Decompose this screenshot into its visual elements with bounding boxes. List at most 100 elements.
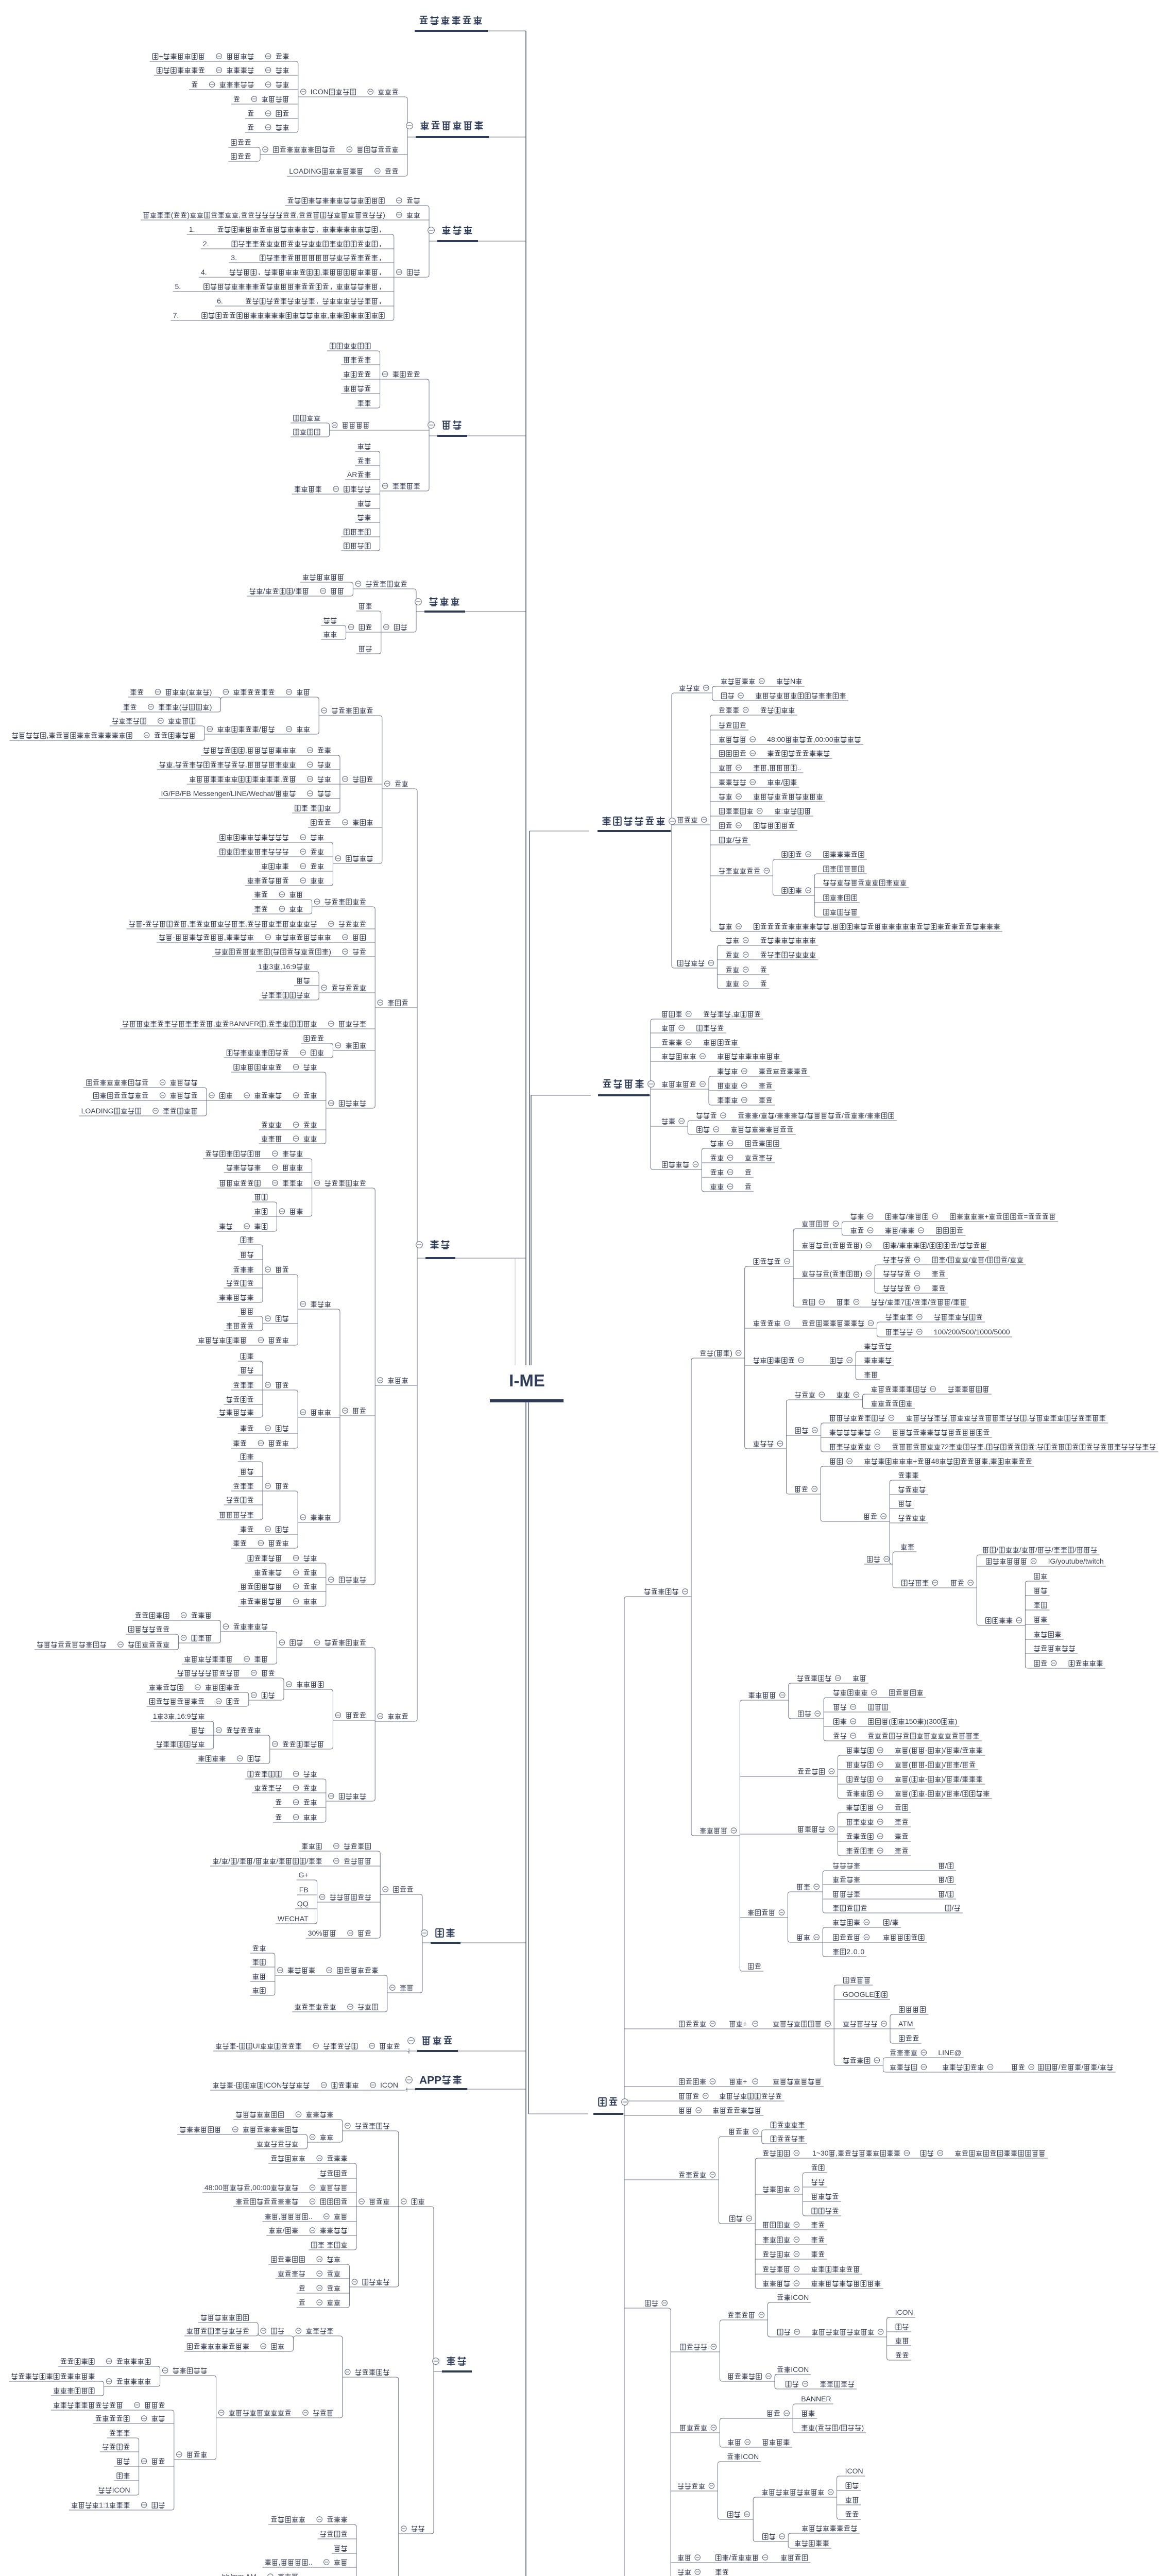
svg-text:/: /: [960, 1746, 962, 1754]
svg-text:G+: G+: [299, 1871, 309, 1879]
svg-text:IG/FB/FB Messenger/LINE/Wechat: IG/FB/FB Messenger/LINE/Wechat/: [161, 789, 276, 798]
svg-text:/: /: [237, 1857, 240, 1865]
svg-text:,: ,: [245, 760, 247, 769]
svg-text:/: /: [927, 1241, 929, 1249]
svg-text:/: /: [283, 2226, 285, 2234]
svg-text:/: /: [945, 1861, 947, 1870]
svg-text:1:1: 1:1: [99, 2501, 109, 2509]
svg-text:,: ,: [187, 920, 189, 928]
svg-text:/: /: [729, 2553, 731, 2562]
svg-text:,: ,: [279, 2212, 281, 2221]
svg-text:48:00: 48:00: [767, 735, 785, 743]
svg-text:,16:9: ,16:9: [175, 1712, 191, 1720]
svg-text:/: /: [219, 1857, 221, 1865]
svg-text:ICON: ICON: [845, 2467, 863, 2475]
svg-text:hh/mm AM: hh/mm AM: [222, 2572, 257, 2576]
svg-text:/: /: [228, 1857, 230, 1865]
svg-text:ICON: ICON: [311, 88, 329, 96]
svg-text:/: /: [805, 1111, 807, 1120]
svg-text:,: ,: [327, 311, 329, 319]
svg-text:ICON: ICON: [380, 2081, 398, 2089]
svg-text:)(300: )(300: [924, 1717, 941, 1725]
svg-text:/: /: [969, 1256, 971, 1264]
svg-text:,: ,: [988, 1457, 991, 1465]
svg-text:,: ,: [238, 211, 241, 219]
svg-text:=: =: [1023, 1212, 1028, 1221]
svg-text:/: /: [293, 587, 295, 595]
svg-text:..: ..: [309, 2212, 313, 2221]
svg-text:,: ,: [279, 2558, 281, 2566]
svg-text:): ): [187, 211, 190, 219]
svg-text:100/200/500/1000/5000: 100/200/500/1000/5000: [934, 1328, 1010, 1336]
svg-text:4.: 4.: [201, 268, 207, 276]
svg-text:/: /: [1098, 2063, 1100, 2071]
svg-text:/: /: [253, 1857, 255, 1865]
svg-text:+: +: [743, 2077, 747, 2086]
svg-text:2.: 2.: [203, 240, 209, 248]
svg-text:(: (: [270, 947, 273, 956]
svg-text:/: /: [945, 1875, 947, 1884]
svg-text:+: +: [913, 1457, 917, 1465]
svg-text:)/: )/: [942, 1760, 946, 1769]
svg-text:ICON: ICON: [791, 2365, 809, 2374]
svg-text:-: -: [173, 933, 175, 941]
svg-text:): ): [329, 947, 331, 956]
svg-text:(: (: [713, 1349, 716, 1357]
svg-text:/: /: [781, 778, 783, 786]
svg-text:(: (: [830, 1241, 832, 1249]
svg-text:/: /: [957, 1241, 959, 1249]
svg-text:1.: 1.: [189, 225, 195, 233]
svg-text:5.: 5.: [175, 282, 181, 291]
svg-text:ICON: ICON: [741, 2452, 759, 2461]
svg-text:/: /: [996, 1546, 998, 1554]
svg-text:/: /: [1035, 1546, 1037, 1554]
svg-text:LOADING: LOADING: [289, 167, 321, 175]
svg-text:,: ,: [320, 268, 322, 276]
svg-text:(: (: [909, 1760, 911, 1769]
svg-text:..: ..: [309, 2558, 313, 2566]
svg-text:FB: FB: [299, 1886, 309, 1894]
svg-text:/: /: [928, 1298, 930, 1306]
svg-text:,00:00: ,00:00: [250, 2183, 270, 2192]
svg-text:/: /: [839, 2424, 841, 2432]
svg-text:-: -: [236, 2042, 239, 2050]
svg-text:N: N: [790, 677, 795, 685]
svg-text:): ): [862, 2424, 864, 2432]
svg-text:/: /: [775, 1111, 777, 1120]
svg-text:ICON: ICON: [791, 2293, 809, 2301]
svg-text:)/: )/: [942, 1775, 946, 1783]
svg-text:(: (: [889, 1717, 891, 1725]
svg-text:ICON: ICON: [264, 2081, 282, 2089]
svg-text:/: /: [732, 836, 735, 844]
svg-text:,00:00: ,00:00: [813, 735, 833, 743]
svg-text:150: 150: [905, 1717, 917, 1725]
svg-text:(: (: [171, 211, 174, 219]
svg-text:/: /: [1008, 1256, 1010, 1264]
svg-text:,: ,: [984, 1443, 986, 1451]
svg-text:..: ..: [797, 764, 801, 772]
svg-text:): ): [210, 688, 212, 696]
svg-text:ICON: ICON: [112, 2486, 130, 2494]
svg-text:6.: 6.: [217, 297, 223, 305]
svg-text:1: 1: [258, 962, 262, 971]
svg-text:LOADING: LOADING: [81, 1107, 114, 1115]
svg-text:,: ,: [47, 731, 49, 739]
svg-text:,: ,: [280, 775, 282, 783]
svg-text:/: /: [1051, 1546, 1053, 1554]
svg-text:1~30: 1~30: [812, 2149, 829, 2157]
svg-text:72: 72: [941, 1443, 949, 1451]
svg-text:,: ,: [835, 2149, 838, 2157]
svg-text:-: -: [143, 920, 145, 928]
svg-text:/: /: [897, 1241, 899, 1249]
svg-text:,: ,: [948, 1414, 950, 1422]
svg-text:(: (: [830, 1269, 832, 1278]
svg-text:(: (: [815, 2424, 817, 2432]
svg-text:/: /: [960, 1760, 962, 1769]
svg-text:,: ,: [266, 1020, 268, 1028]
svg-text:): ): [210, 703, 212, 711]
svg-text:QQ: QQ: [297, 1900, 309, 1908]
svg-text:,: ,: [731, 1010, 733, 1018]
svg-text:ICON: ICON: [895, 2308, 913, 2316]
svg-text:UI: UI: [253, 2042, 260, 2050]
svg-text:-: -: [925, 1746, 928, 1754]
